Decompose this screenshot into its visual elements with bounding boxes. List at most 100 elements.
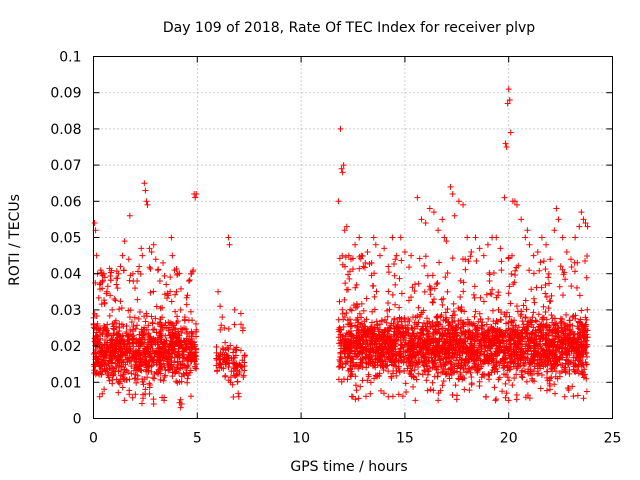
data-point <box>140 395 147 402</box>
data-point <box>138 245 145 252</box>
data-point <box>441 234 448 241</box>
data-point <box>465 258 472 265</box>
data-point <box>491 365 498 372</box>
data-point <box>161 272 168 279</box>
data-point <box>346 350 353 357</box>
data-point <box>573 284 580 291</box>
data-point <box>110 330 117 337</box>
data-point <box>449 329 456 336</box>
data-point <box>372 372 379 379</box>
data-point <box>148 368 155 375</box>
data-point <box>535 348 542 355</box>
data-point <box>493 366 500 373</box>
data-point <box>582 258 589 265</box>
data-point <box>101 386 108 393</box>
data-point <box>546 382 553 389</box>
data-point <box>549 328 556 335</box>
data-point <box>530 324 537 331</box>
data-point <box>483 321 490 328</box>
data-point <box>181 314 188 321</box>
data-point <box>439 325 446 332</box>
plot-frame <box>93 56 613 419</box>
data-point <box>470 291 477 298</box>
data-point <box>431 285 438 292</box>
data-point <box>357 356 364 363</box>
data-points <box>90 86 591 411</box>
data-point <box>537 259 544 266</box>
data-point <box>459 349 466 356</box>
data-point <box>524 323 531 330</box>
data-point <box>136 308 143 315</box>
data-point <box>449 255 456 262</box>
data-point <box>128 318 135 325</box>
data-point <box>514 330 521 337</box>
data-point <box>418 216 425 223</box>
data-point <box>174 313 181 320</box>
data-point <box>480 332 487 339</box>
data-point <box>170 347 177 354</box>
data-point <box>361 264 368 271</box>
data-point <box>341 296 348 303</box>
data-point <box>475 318 482 325</box>
data-point <box>171 370 178 377</box>
data-point <box>529 377 536 384</box>
data-point <box>415 364 422 371</box>
data-point <box>101 341 108 348</box>
data-point <box>522 368 529 375</box>
data-point <box>418 354 425 361</box>
data-point <box>376 252 383 259</box>
data-point <box>95 359 102 366</box>
data-point <box>225 234 232 241</box>
data-point <box>172 291 179 298</box>
data-point <box>345 271 352 278</box>
data-point <box>397 345 404 352</box>
data-point <box>138 358 145 365</box>
data-point <box>376 341 383 348</box>
data-point <box>515 262 522 269</box>
data-point <box>415 280 422 287</box>
data-point <box>193 328 200 335</box>
data-point <box>175 352 182 359</box>
data-point <box>534 370 541 377</box>
data-point <box>506 355 513 362</box>
data-point <box>410 373 417 380</box>
data-point <box>141 326 148 333</box>
data-point <box>568 341 575 348</box>
data-point <box>180 351 187 358</box>
data-point <box>532 317 539 324</box>
data-point <box>383 319 390 326</box>
data-point <box>566 370 573 377</box>
data-point <box>91 367 98 374</box>
data-point <box>461 308 468 315</box>
data-point <box>535 311 542 318</box>
data-point <box>111 347 118 354</box>
data-point <box>184 330 191 337</box>
data-point <box>382 333 389 340</box>
data-point <box>562 276 569 283</box>
data-point <box>521 338 528 345</box>
data-point <box>126 340 133 347</box>
data-point <box>551 381 558 388</box>
data-point <box>430 387 437 394</box>
data-point <box>112 337 119 344</box>
data-point <box>178 378 185 385</box>
data-point <box>480 359 487 366</box>
data-point <box>385 269 392 276</box>
data-point <box>104 344 111 351</box>
data-point <box>172 308 179 315</box>
data-point <box>141 313 148 320</box>
data-point <box>104 283 111 290</box>
data-point <box>508 270 515 277</box>
data-point <box>543 331 550 338</box>
data-point <box>572 234 579 241</box>
data-point <box>519 318 526 325</box>
data-point <box>417 334 424 341</box>
data-point <box>583 331 590 338</box>
data-point <box>116 306 123 313</box>
data-point <box>408 252 415 259</box>
data-point <box>217 303 224 310</box>
data-point <box>421 288 428 295</box>
data-point <box>184 375 191 382</box>
data-point <box>409 284 416 291</box>
data-point <box>545 344 552 351</box>
